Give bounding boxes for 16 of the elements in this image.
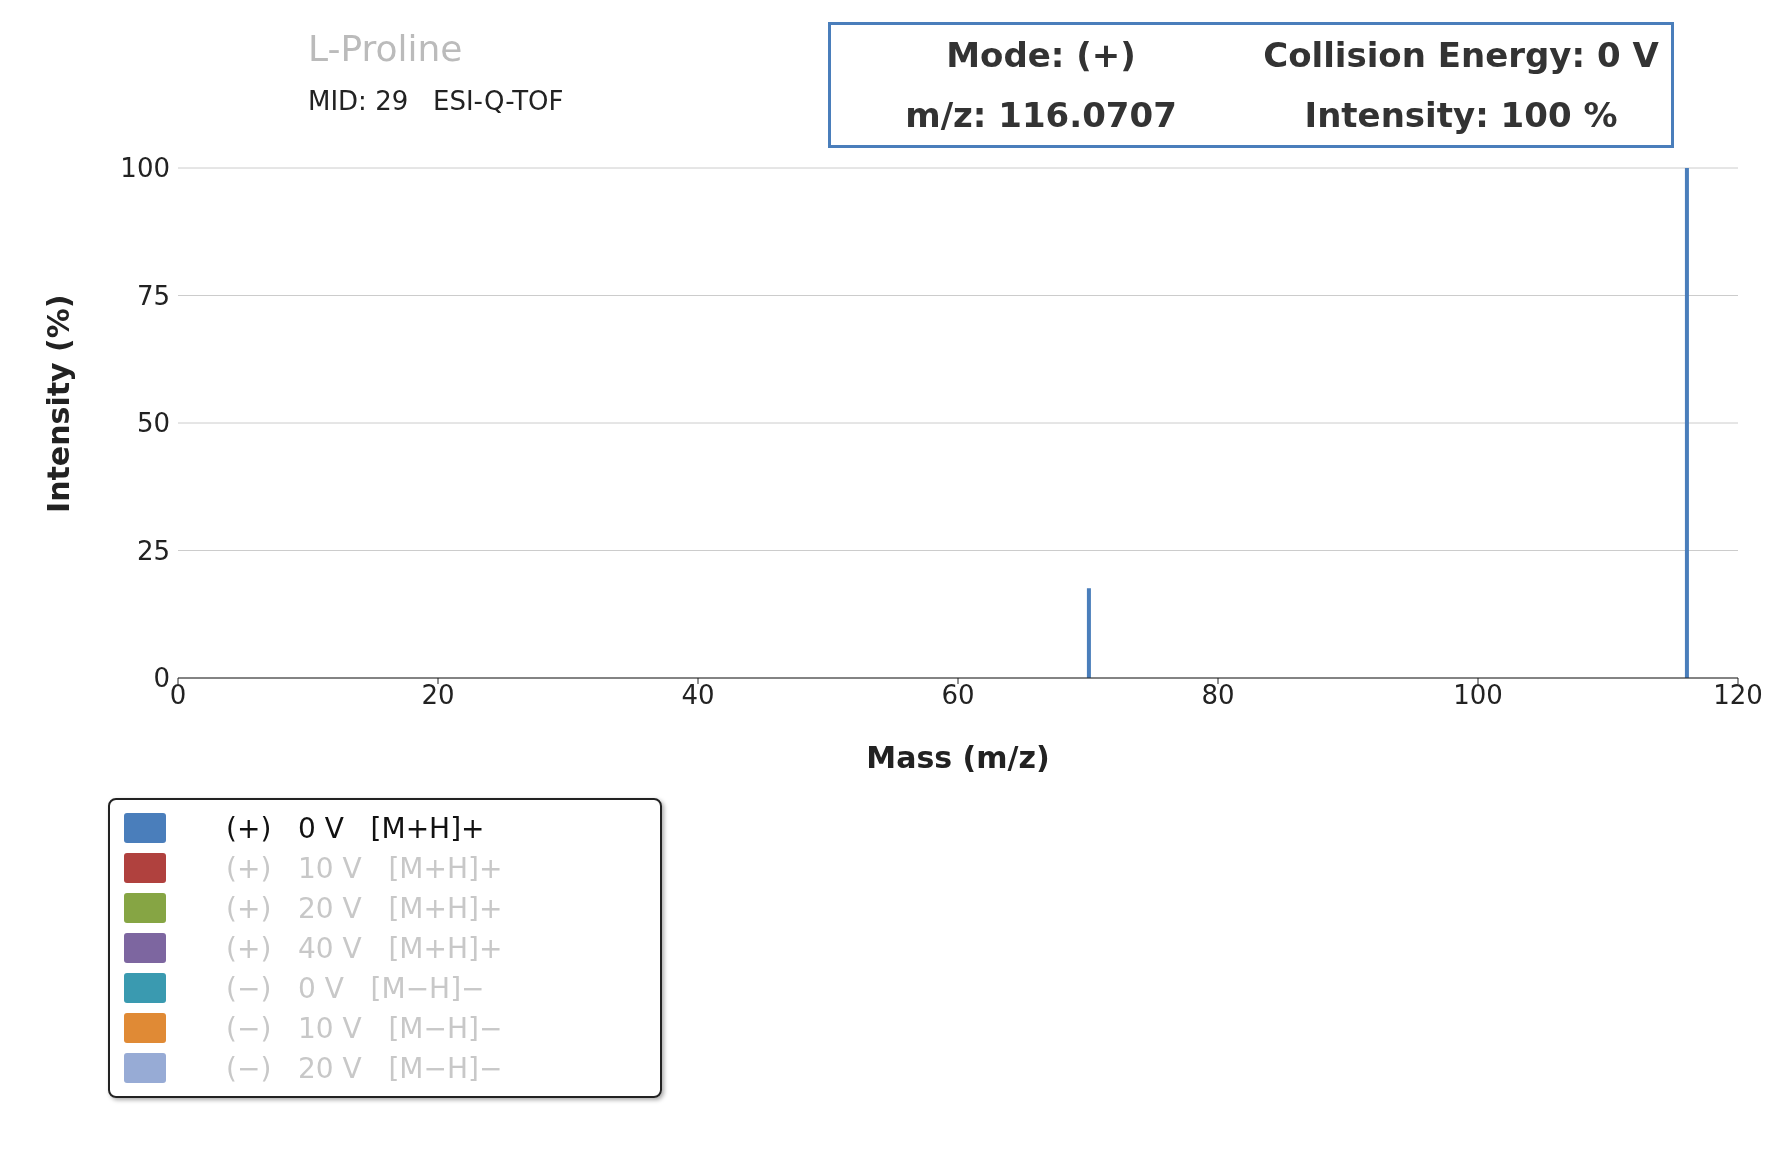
chart-subtitle: MID: 29 ESI-Q-TOF (308, 86, 564, 116)
x-tick-label: 120 (1713, 680, 1763, 711)
x-axis-title: Mass (m/z) (866, 740, 1050, 775)
x-tick-label: 20 (421, 680, 455, 711)
x-tick-label: 60 (941, 680, 975, 711)
y-axis-title: Intensity (%) (40, 294, 76, 513)
y-tick-label: 25 (136, 535, 170, 566)
legend-label: (+) 0 V [M+H]+ (226, 811, 486, 845)
x-tick-label: 80 (1201, 680, 1235, 711)
y-tick-label: 50 (136, 408, 170, 439)
y-tick-label: 75 (136, 280, 170, 311)
chart-title: L-Proline (308, 28, 463, 69)
y-tick-label: 100 (120, 153, 170, 184)
x-tick-label: 40 (681, 680, 715, 711)
info-box: Mode: (+) Collision Energy: 0 V m/z: 116.0707 Intensity: 100 % (828, 22, 1674, 148)
x-tick-label: 100 (1453, 680, 1503, 711)
